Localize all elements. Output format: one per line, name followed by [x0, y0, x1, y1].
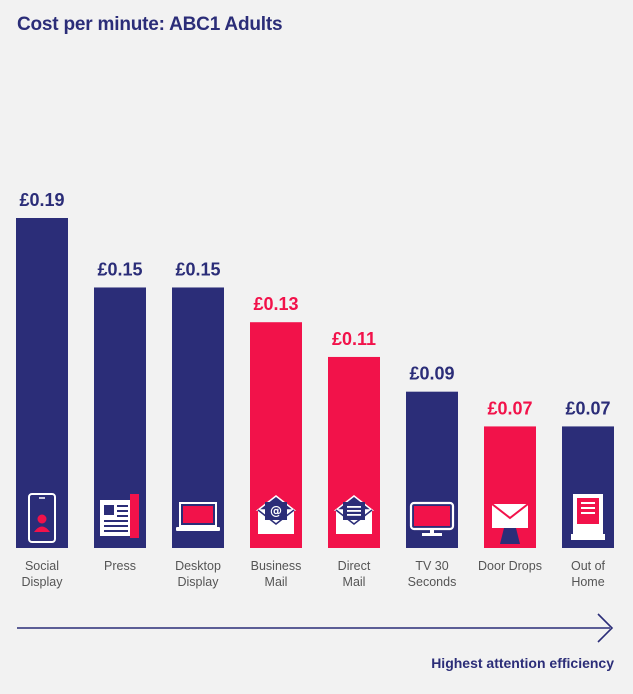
- category-label: Direct: [338, 559, 371, 573]
- svg-text:@: @: [270, 504, 282, 518]
- bars-layer: £0.19 Social Display £0.15 Press £0.15 Desktop…: [16, 190, 614, 589]
- category-label: Display: [22, 575, 64, 589]
- bar-group: £0.13 @ Business Mail: [250, 294, 302, 589]
- billboard-icon: [571, 494, 605, 540]
- efficiency-arrow: [17, 613, 614, 643]
- data-label: £0.07: [487, 398, 532, 418]
- category-label: Mail: [265, 575, 288, 589]
- bar-group: £0.15 Desktop Display: [172, 259, 224, 589]
- bar-group: £0.07 Door Drops: [478, 398, 542, 573]
- phone-icon: [28, 493, 56, 543]
- category-label: Door Drops: [478, 559, 542, 573]
- category-label: Seconds: [408, 575, 457, 589]
- category-label: Desktop: [175, 559, 221, 573]
- email-envelope-icon: @: [255, 495, 297, 534]
- tv-icon: [409, 501, 455, 536]
- data-label: £0.15: [175, 259, 220, 279]
- bar-group: £0.15 Press: [94, 259, 146, 573]
- bar-group: £0.19 Social Display: [16, 190, 68, 589]
- letter-envelope-icon: [333, 495, 375, 534]
- data-label: £0.09: [409, 364, 454, 384]
- laptop-icon: [176, 502, 220, 531]
- data-label: £0.13: [253, 294, 298, 314]
- category-label: Press: [104, 559, 136, 573]
- bar-group: £0.07 Out of Home: [562, 398, 614, 589]
- category-label: TV 30: [415, 559, 448, 573]
- category-label: Out of: [571, 559, 606, 573]
- chart-title: Cost per minute: ABC1 Adults: [17, 14, 283, 35]
- category-label: Social: [25, 559, 59, 573]
- bar-group: £0.11 Direct Mail: [328, 329, 380, 589]
- door-drop-envelope-icon: [491, 503, 529, 544]
- data-label: £0.19: [19, 190, 64, 210]
- bar-group: £0.09 TV 30 Seconds: [406, 364, 458, 589]
- category-label: Home: [571, 575, 604, 589]
- newspaper-icon: [100, 494, 139, 538]
- data-label: £0.15: [97, 259, 142, 279]
- category-label: Business: [251, 559, 302, 573]
- data-label: £0.07: [565, 398, 610, 418]
- data-label: £0.11: [332, 329, 376, 349]
- category-label: Display: [178, 575, 220, 589]
- category-label: Mail: [343, 575, 366, 589]
- footer-label: Highest attention efficiency: [431, 655, 614, 671]
